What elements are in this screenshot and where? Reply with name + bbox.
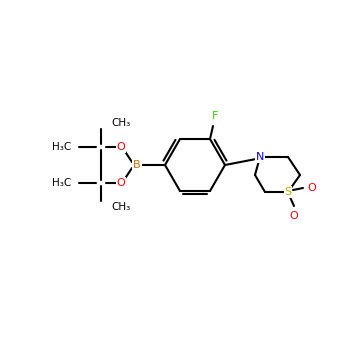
Text: O: O [308, 183, 316, 193]
Text: O: O [290, 211, 298, 221]
Text: O: O [117, 142, 125, 152]
Text: H₃C: H₃C [52, 178, 71, 188]
Text: O: O [117, 178, 125, 188]
Text: CH₃: CH₃ [111, 202, 130, 212]
Text: CH₃: CH₃ [111, 118, 130, 128]
Text: S: S [285, 187, 292, 197]
Text: H₃C: H₃C [52, 142, 71, 152]
Text: B: B [133, 160, 141, 170]
Text: F: F [212, 111, 218, 121]
Text: N: N [256, 152, 264, 162]
